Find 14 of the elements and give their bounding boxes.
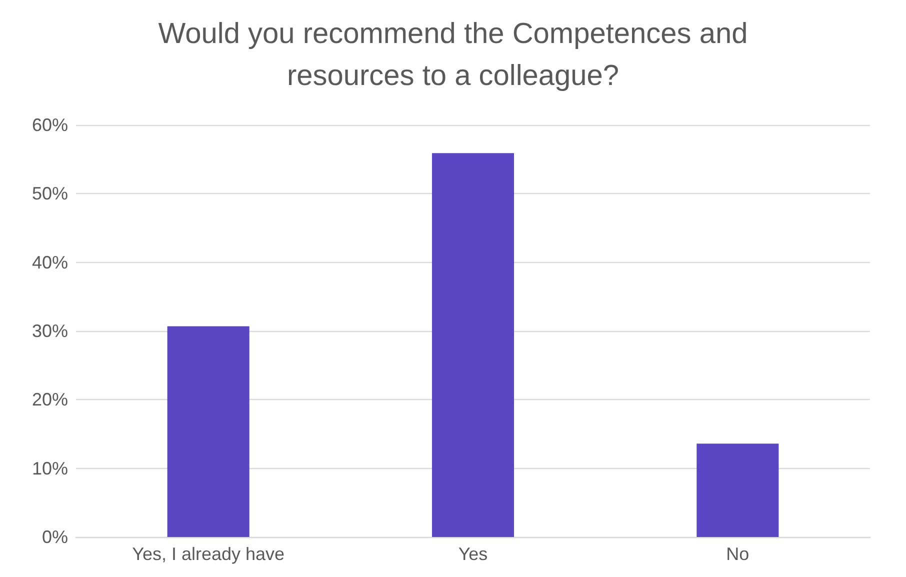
- bar: [432, 153, 514, 537]
- y-tick-label: 10%: [32, 458, 68, 478]
- y-tick-label: 40%: [32, 252, 68, 272]
- x-tick-label: No: [726, 544, 750, 564]
- y-tick-label: 20%: [32, 390, 68, 410]
- bar: [167, 326, 250, 537]
- y-tick-label: 60%: [32, 115, 68, 135]
- bar: [696, 444, 779, 537]
- x-tick-label: Yes, I already have: [132, 544, 285, 564]
- y-tick-label: 30%: [32, 321, 68, 341]
- x-tick-label: Yes: [458, 544, 488, 564]
- y-tick-label: 0%: [42, 527, 68, 547]
- y-tick-label: 50%: [32, 184, 68, 204]
- chart-title: Would you recommend the Competences and resources to a colleague?: [158, 18, 748, 92]
